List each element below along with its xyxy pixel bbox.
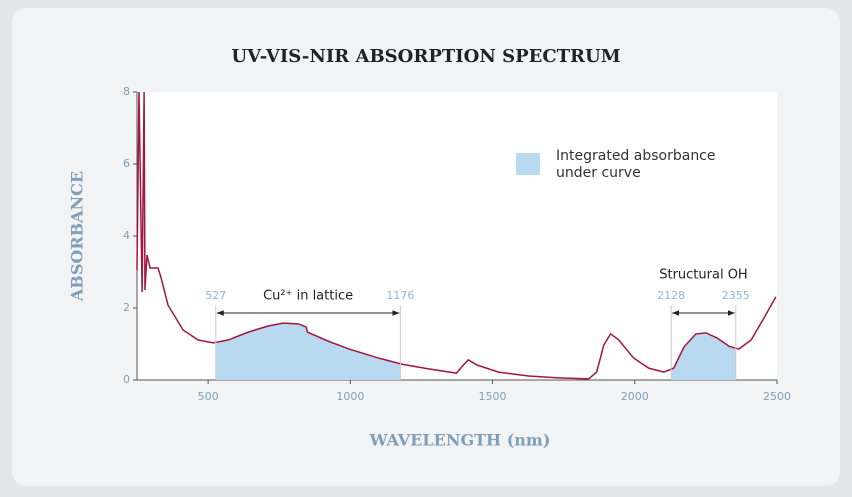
region-end-label: 1176: [386, 289, 414, 302]
x-tick-label: 1500: [479, 390, 507, 403]
shaded-area: [215, 323, 401, 380]
y-tick-label: 8: [123, 85, 130, 98]
region-start-label: 527: [205, 289, 226, 302]
y-axis-label: ABSORBANCE: [68, 171, 87, 302]
plot-area: [137, 92, 777, 380]
x-tick-label: 2000: [621, 390, 649, 403]
region-start-label: 2128: [657, 289, 685, 302]
line: [136, 91, 777, 380]
legend-swatch: [516, 153, 540, 175]
x-tick-label: 500: [198, 390, 219, 403]
y-tick-label: 2: [123, 301, 130, 314]
y-tick-label: 4: [123, 229, 130, 242]
x-tick-label: 2500: [763, 390, 791, 403]
x-axis-label: WAVELENGTH (nm): [369, 431, 551, 450]
y-tick-label: 6: [123, 157, 130, 170]
x-tick-label: 1000: [336, 390, 364, 403]
region-end-label: 2355: [722, 289, 750, 302]
legend-label: Integrated absorbance under curve: [556, 148, 716, 181]
region-label: Cu²⁺ in lattice: [263, 289, 353, 304]
shaded-area: [671, 332, 736, 380]
chart-title: UV-VIS-NIR ABSORPTION SPECTRUM: [231, 46, 620, 67]
legend: Integrated absorbance under curve: [516, 148, 736, 182]
region-label: Structural OH: [659, 268, 747, 283]
y-tick-label: 0: [123, 373, 130, 386]
